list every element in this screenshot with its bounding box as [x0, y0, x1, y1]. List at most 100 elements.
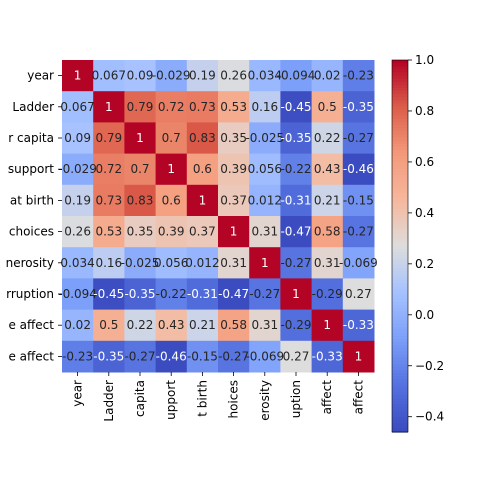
- colorbar-segment: [392, 320, 408, 325]
- colorbar-segment: [392, 112, 408, 117]
- colorbar-segment: [392, 180, 408, 185]
- colorbar-segment: [392, 401, 408, 405]
- colorbar-segment: [392, 171, 408, 176]
- colorbar-segment: [392, 413, 408, 418]
- colorbar-segment: [392, 382, 408, 387]
- colorbar-tick-label: −0.2: [415, 359, 444, 373]
- heatmap-cell: [155, 184, 188, 217]
- cell-value-label: 0.16: [95, 256, 122, 270]
- cell-value-label: -0.029: [58, 162, 97, 176]
- cell-value-label: 0.58: [220, 318, 247, 332]
- cell-value-label: 0.53: [220, 100, 247, 114]
- cell-value-label: -0.31: [187, 287, 218, 301]
- colorbar-segment: [392, 66, 408, 70]
- cell-value-label: 0.83: [189, 131, 216, 145]
- colorbar-tick-label: 1.0: [415, 53, 434, 67]
- colorbar-segment: [392, 249, 408, 253]
- heatmap-cell: [280, 153, 313, 186]
- heatmap-cell: [249, 122, 281, 155]
- colorbar-segment: [392, 357, 408, 362]
- colorbar-segment: [392, 261, 408, 266]
- colorbar-frame: [391, 59, 409, 433]
- colorbar-segment: [392, 351, 408, 356]
- colorbar-segment: [392, 335, 408, 340]
- heatmap-cell: [93, 278, 125, 311]
- cell-value-label: 0.034: [248, 69, 282, 83]
- colorbar-segment: [392, 143, 408, 148]
- colorbar-segment: [392, 60, 408, 64]
- colorbar-segment: [392, 63, 408, 67]
- x-tick-label: hoices: [227, 380, 241, 419]
- cell-value-label: -0.29: [312, 287, 343, 301]
- cell-value-label: -0.27: [218, 349, 249, 363]
- y-tick-label: r capita: [8, 131, 54, 145]
- cell-value-label: 0.26: [64, 225, 91, 239]
- cell-value-label: 0.02: [64, 318, 91, 332]
- cell-value-label: 0.22: [127, 318, 154, 332]
- heatmap-cell: [62, 184, 94, 217]
- cell-value-label: -0.45: [93, 287, 124, 301]
- heatmap-cell: [124, 340, 157, 373]
- colorbar-segment: [392, 202, 408, 207]
- cell-value-label: 0.73: [189, 100, 216, 114]
- colorbar-segment: [392, 270, 408, 275]
- colorbar-tick-label: 0.4: [415, 206, 434, 220]
- x-tick-label: Ladder: [102, 380, 116, 422]
- colorbar-segment: [392, 221, 408, 225]
- cell-value-label: 0.09: [127, 69, 154, 83]
- colorbar-segment: [392, 425, 408, 430]
- cell-value-label: 0.31: [220, 256, 247, 270]
- heatmap-cell: [342, 153, 375, 186]
- colorbar-segment: [392, 323, 408, 328]
- heatmap-cell: [342, 60, 375, 92]
- cell-value-label: 0.31: [314, 256, 341, 270]
- colorbar-segment: [392, 75, 408, 80]
- heatmap-cell: [93, 309, 125, 342]
- heatmap-cell: [280, 247, 313, 279]
- colorbar-segment: [392, 196, 408, 201]
- heatmap-cell: [280, 340, 313, 373]
- heatmap-cell: [218, 247, 250, 279]
- heatmap-cell: [155, 60, 188, 92]
- heatmap-cell: [249, 91, 281, 123]
- cell-value-label: -0.35: [93, 349, 124, 363]
- colorbar-segment: [392, 224, 408, 228]
- colorbar-segment: [392, 137, 408, 142]
- colorbar-segment: [392, 410, 408, 414]
- colorbar-segment: [392, 354, 408, 359]
- heatmap-cell: [186, 340, 219, 373]
- y-tick-label: choices: [9, 225, 54, 239]
- colorbar-segment: [392, 342, 408, 346]
- colorbar-segment: [392, 174, 408, 179]
- cell-value-label: -0.46: [156, 349, 187, 363]
- colorbar-segment: [392, 134, 408, 139]
- colorbar-segment: [392, 239, 408, 244]
- cell-value-label: -0.47: [218, 287, 249, 301]
- colorbar-segment: [392, 199, 408, 204]
- cell-value-label: 0.16: [251, 100, 278, 114]
- heatmap-cell: [342, 309, 375, 342]
- colorbar-segment: [392, 422, 408, 427]
- colorbar-segment: [392, 72, 408, 77]
- cell-value-label: 0.73: [95, 193, 122, 207]
- cell-value-label: 0.5: [318, 100, 337, 114]
- y-axis: year Ladder r capita support at birth choice…: [6, 69, 62, 363]
- colorbar-segment: [392, 407, 408, 411]
- cell-value-label: 0.012: [185, 256, 219, 270]
- colorbar-segment: [392, 317, 408, 321]
- cell-value-label: -0.47: [280, 225, 311, 239]
- colorbar-segment: [392, 419, 408, 424]
- colorbar-tick-label: 0.6: [415, 155, 434, 169]
- colorbar-segment: [392, 360, 408, 365]
- cell-value-label: 0.5: [99, 318, 118, 332]
- cell-value-label: 0.6: [193, 162, 212, 176]
- cell-value-label: 0.35: [127, 225, 154, 239]
- colorbar-segment: [392, 78, 408, 83]
- colorbar-tick-label: −0.4: [415, 410, 444, 424]
- heatmap-cell: [124, 91, 157, 123]
- colorbar-segment: [392, 292, 408, 297]
- colorbar-segment: [392, 277, 408, 281]
- x-axis: year Ladder capita upport t birth hoices erosi…: [71, 372, 365, 422]
- heatmap-cell: [124, 184, 157, 217]
